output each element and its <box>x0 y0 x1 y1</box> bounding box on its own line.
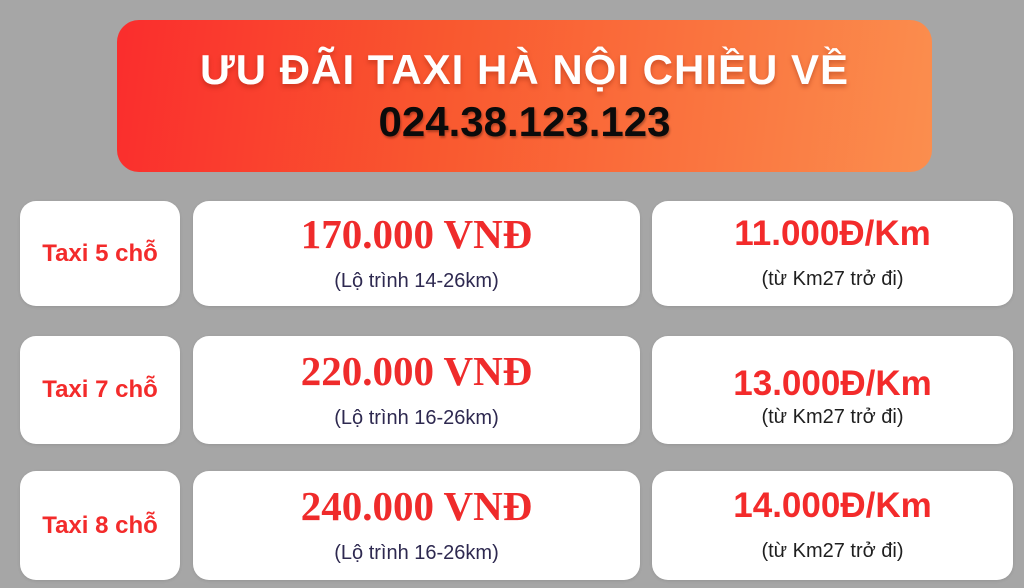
banner-phone-number: 024.38.123.123 <box>378 98 671 145</box>
trip-route-note: (Lộ trình 16-26km) <box>334 406 499 429</box>
vehicle-label: Taxi 5 chỗ <box>42 239 158 267</box>
banner-title: ƯU ĐÃI TAXI HÀ NỘI CHIỀU VỀ <box>199 45 850 93</box>
per-km-note: (từ Km27 trở đi) <box>761 405 904 428</box>
per-km-note: (từ Km27 trở đi) <box>761 268 904 290</box>
per-km-note: (từ Km27 trở đi) <box>761 540 904 562</box>
vehicle-label: Taxi 7 chỗ <box>42 376 158 403</box>
trip-price-card: 170.000 VNĐ (Lộ trình 14-26km) <box>193 201 640 306</box>
trip-price-card: 220.000 VNĐ (Lộ trình 16-26km) <box>193 336 640 444</box>
trip-price: 220.000 VNĐ <box>300 347 533 394</box>
vehicle-card: Taxi 5 chỗ <box>20 201 180 306</box>
per-km-rate: 14.000Đ/Km <box>733 486 932 525</box>
per-km-rate: 11.000Đ/Km <box>734 214 931 253</box>
vehicle-card: Taxi 8 chỗ <box>20 471 180 580</box>
per-km-rate: 13.000Đ/Km <box>733 363 932 403</box>
promo-banner: ƯU ĐÃI TAXI HÀ NỘI CHIỀU VỀ 024.38.123.1… <box>117 20 932 172</box>
trip-price: 170.000 VNĐ <box>300 211 533 257</box>
vehicle-card: Taxi 7 chỗ <box>20 336 180 444</box>
trip-price-card: 240.000 VNĐ (Lộ trình 16-26km) <box>193 471 640 580</box>
vehicle-label: Taxi 8 chỗ <box>42 511 158 539</box>
trip-route-note: (Lộ trình 16-26km) <box>334 542 499 564</box>
trip-route-note: (Lộ trình 14-26km) <box>334 270 499 292</box>
per-km-card: 14.000Đ/Km (từ Km27 trở đi) <box>652 471 1013 580</box>
per-km-card: 11.000Đ/Km (từ Km27 trở đi) <box>652 201 1013 306</box>
trip-price: 240.000 VNĐ <box>300 483 533 529</box>
per-km-card: 13.000Đ/Km (từ Km27 trở đi) <box>652 336 1013 444</box>
